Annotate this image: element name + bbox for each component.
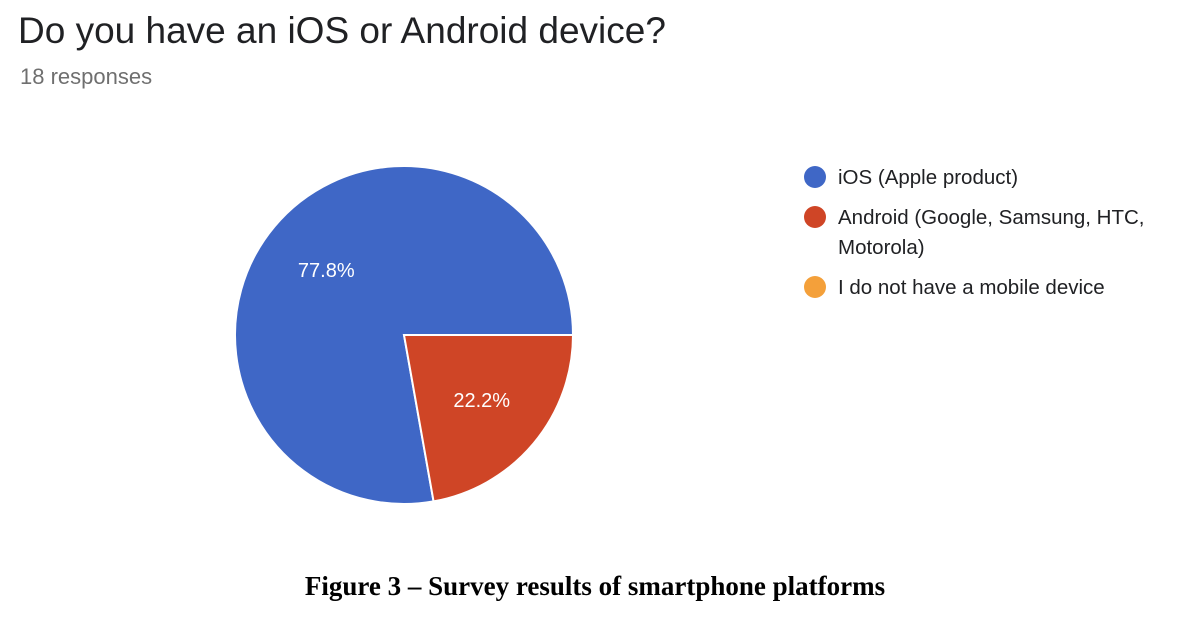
- figure-caption: Figure 3 – Survey results of smartphone …: [304, 571, 886, 601]
- legend-dot-ios: [804, 166, 826, 188]
- legend-item-no-device[interactable]: I do not have a mobile device: [804, 273, 1189, 303]
- legend-dot-no-device: [804, 276, 826, 298]
- question-title: Do you have an iOS or Android device?: [18, 10, 666, 51]
- legend-label-android: Android (Google, Samsung, HTC, Motorola): [838, 206, 1145, 259]
- legend: iOS (Apple product) Android (Google, Sam…: [804, 163, 1189, 313]
- slice-label-ios: 77.8%: [298, 260, 355, 282]
- slice-ios[interactable]: [234, 165, 575, 505]
- legend-item-android[interactable]: Android (Google, Samsung, HTC, Motorola): [804, 203, 1189, 263]
- slice-label-android: 22.2%: [453, 390, 510, 412]
- response-count: 18 responses: [20, 64, 153, 89]
- legend-label-no-device: I do not have a mobile device: [838, 276, 1105, 299]
- legend-label-ios: iOS (Apple product): [838, 166, 1019, 189]
- legend-dot-android: [804, 206, 826, 228]
- legend-item-ios[interactable]: iOS (Apple product): [804, 163, 1189, 193]
- slice-android[interactable]: [402, 334, 575, 503]
